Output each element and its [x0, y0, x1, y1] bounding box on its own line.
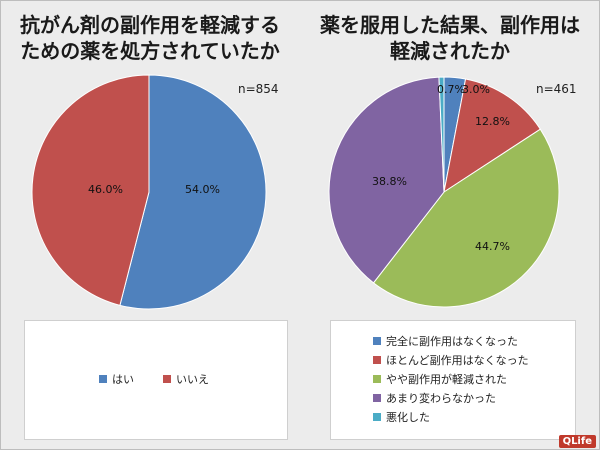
left-chart-title: 抗がん剤の副作用を軽減する ための薬を処方されていたか — [0, 12, 300, 64]
right-legend-label-3: あまり変わらなかった — [386, 392, 496, 405]
left-pie-slice-0 — [119, 74, 267, 310]
pie-charts-canvas: 54.0% 46.0% 3.0% 12.8% 44.7% 38.8% 0.7% — [31, 74, 560, 310]
left-sample-size: n=854 — [238, 82, 279, 96]
qlife-logo: QLife — [558, 435, 596, 448]
right-pie-data-label-2: 44.7% — [475, 240, 510, 253]
right-legend-label-4: 悪化した — [386, 411, 430, 424]
right-legend-swatch-3 — [373, 394, 381, 402]
right-legend-swatch-2 — [373, 375, 381, 383]
right-pie-slice-3 — [328, 76, 445, 284]
right-legend-label-2: やや副作用が軽減された — [386, 373, 507, 386]
right-chart-title-line2: 軽減されたか — [390, 39, 510, 63]
left-pie-slice-1 — [31, 74, 150, 306]
right-pie-slice-1 — [443, 78, 542, 194]
left-legend-label-0: はい — [112, 373, 134, 386]
right-legend-item-2: やや副作用が軽減された — [373, 371, 507, 387]
right-legend-item-0: 完全に副作用はなくなった — [373, 333, 518, 349]
right-pie-data-label-4: 0.7% — [437, 83, 465, 96]
right-legend-swatch-1 — [373, 356, 381, 364]
right-pie-slice-2 — [372, 128, 560, 308]
right-pie-data-label-0: 3.0% — [462, 83, 490, 96]
left-chart-title-line2: ための薬を処方されていたか — [20, 39, 280, 63]
left-legend-item-0: はい — [99, 371, 134, 387]
right-legend-item-1: ほとんど副作用はなくなった — [373, 352, 529, 368]
right-chart-title-line1: 薬を服用した結果、副作用は — [320, 13, 580, 37]
right-legend: 完全に副作用はなくなった ほとんど副作用はなくなった やや副作用が軽減された あまり変… — [330, 320, 576, 440]
right-legend-label-1: ほとんど副作用はなくなった — [386, 354, 529, 367]
right-legend-swatch-0 — [373, 337, 381, 345]
right-legend-label-0: 完全に副作用はなくなった — [386, 335, 518, 348]
left-legend-swatch-0 — [99, 375, 107, 383]
left-pie-data-label-1: 46.0% — [88, 183, 123, 196]
left-chart-title-line1: 抗がん剤の副作用を軽減する — [20, 13, 280, 37]
right-pie-slice-4 — [438, 76, 445, 193]
right-legend-item-3: あまり変わらなかった — [373, 390, 496, 406]
right-legend-swatch-4 — [373, 413, 381, 421]
right-pie-data-label-1: 12.8% — [475, 115, 510, 128]
left-legend-item-1: いいえ — [163, 371, 209, 387]
left-pie-data-label-0: 54.0% — [185, 183, 220, 196]
right-chart-title: 薬を服用した結果、副作用は 軽減されたか — [300, 12, 600, 64]
right-legend-item-4: 悪化した — [373, 409, 430, 425]
right-sample-size: n=461 — [536, 82, 577, 96]
left-legend-swatch-1 — [163, 375, 171, 383]
left-legend: はい いいえ — [24, 320, 288, 440]
left-legend-label-1: いいえ — [176, 373, 209, 386]
right-pie-data-label-3: 38.8% — [372, 175, 407, 188]
